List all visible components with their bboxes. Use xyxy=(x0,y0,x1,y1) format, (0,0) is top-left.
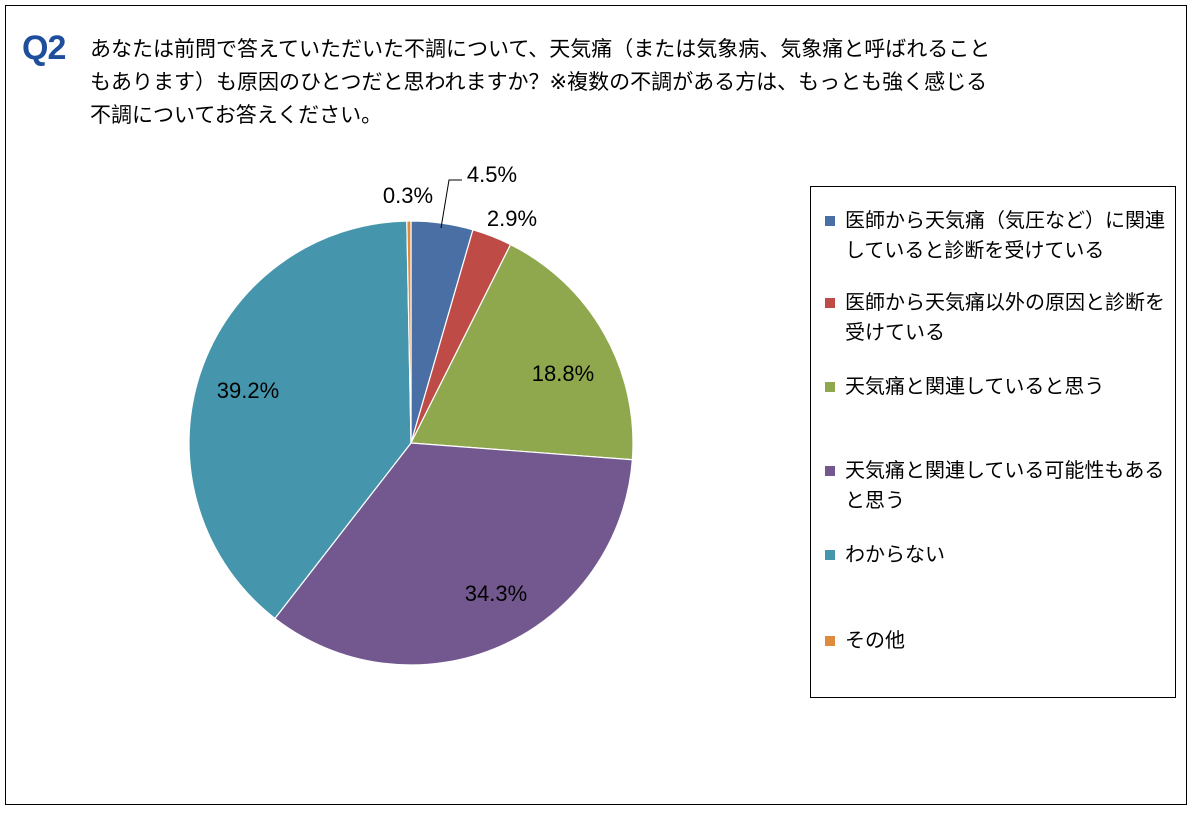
data-label-1: 2.9% xyxy=(487,206,537,231)
legend-label: わからない xyxy=(845,542,945,566)
legend-swatch-icon xyxy=(825,466,835,476)
legend-label: 医師から天気痛以外の原因と診断を受けている xyxy=(845,290,1165,344)
legend-label: 天気痛と関連していると思う xyxy=(845,374,1105,398)
leader-line xyxy=(440,179,462,229)
data-label-0: 4.5% xyxy=(467,162,517,187)
pie-slice-3 xyxy=(274,442,634,666)
legend-swatch-icon xyxy=(825,636,835,646)
pie-slice-4 xyxy=(188,220,412,620)
data-label-2: 18.8% xyxy=(532,361,594,386)
legend-label: 医師から天気痛（気圧など）に関連していると診断を受けている xyxy=(845,208,1165,262)
legend-swatch-icon xyxy=(825,298,835,308)
legend-swatch-icon xyxy=(825,216,835,226)
data-label-4: 39.2% xyxy=(217,378,279,403)
pie-slice-5 xyxy=(406,220,412,444)
question-number: Q2 xyxy=(22,29,66,67)
legend-swatch-icon xyxy=(825,382,835,392)
chart-frame xyxy=(5,5,1187,805)
legend-label: その他 xyxy=(845,628,905,652)
question-text: あなたは前問で答えていただいた不調について、天気痛（または気象病、気象痛と呼ばれ… xyxy=(90,37,991,127)
legend-swatch-icon xyxy=(825,550,835,560)
data-label-5: 0.3% xyxy=(383,183,433,208)
data-label-3: 34.3% xyxy=(465,581,527,606)
legend-label: 天気痛と関連している可能性もあると思う xyxy=(845,458,1165,512)
pie-slice-2 xyxy=(410,243,634,461)
chart-legend: 医師から天気痛（気圧など）に関連していると診断を受けている 医師から天気痛以外の原… xyxy=(810,186,1176,698)
